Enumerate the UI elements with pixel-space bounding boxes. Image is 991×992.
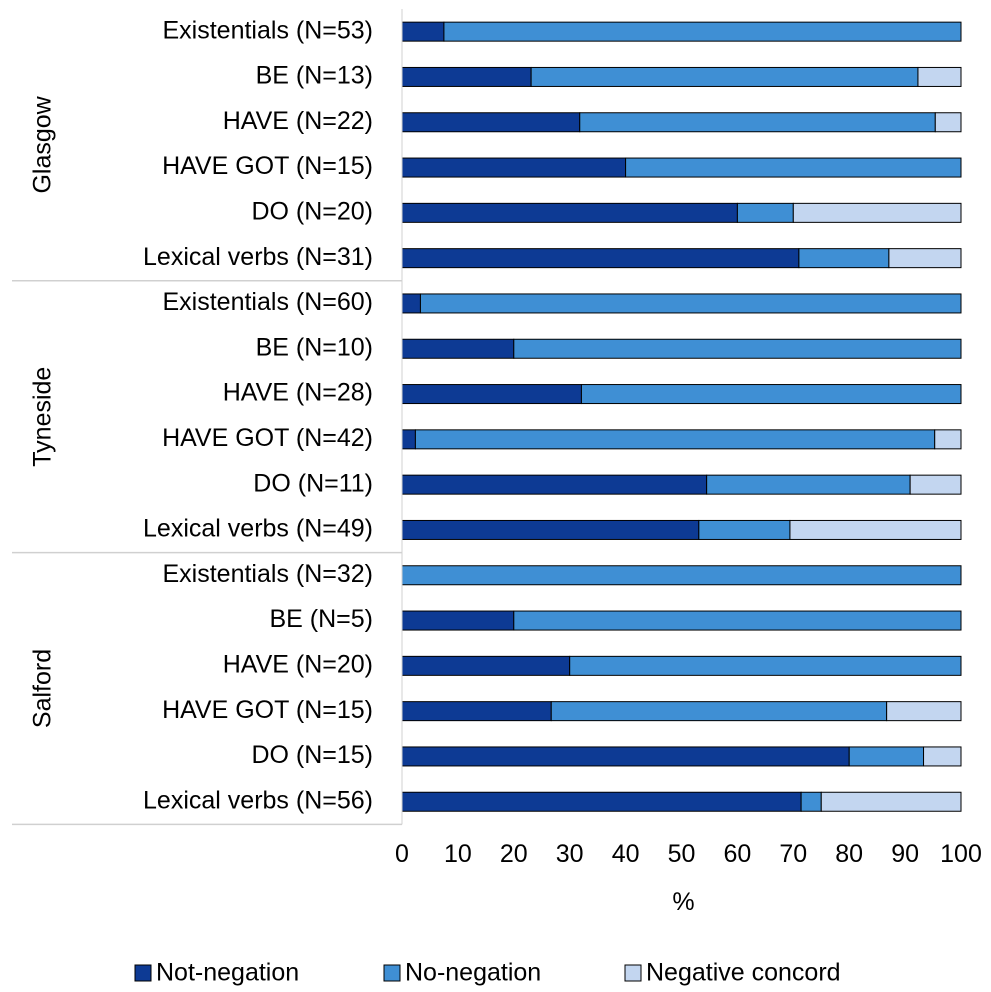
category-label: Existentials (N=53) — [163, 16, 374, 44]
category-label: Lexical verbs (N=56) — [143, 786, 373, 814]
bar-segment-no-negation — [570, 656, 961, 675]
bar-segment-no-negation — [551, 702, 886, 721]
bar-segment-no-negation — [420, 294, 961, 313]
bar-segment-no-negation — [849, 747, 923, 766]
bar-segment-negative-concord — [935, 113, 961, 132]
legend-swatch-negative-concord — [625, 965, 641, 981]
bar-segment-no-negation — [801, 792, 821, 811]
bar-segment-not-negation — [402, 22, 444, 41]
bar-segment-not-negation — [402, 67, 531, 86]
x-tick-label: 0 — [395, 840, 409, 868]
category-label: HAVE (N=28) — [223, 379, 373, 407]
bar-segment-no-negation — [581, 385, 961, 404]
category-label: HAVE GOT (N=42) — [162, 424, 373, 452]
bar-segment-not-negation — [402, 656, 570, 675]
x-tick-label: 60 — [723, 840, 751, 868]
bar-segment-no-negation — [531, 67, 918, 86]
category-label: Existentials (N=32) — [163, 560, 374, 588]
group-label-tyneside: Tyneside — [29, 367, 57, 467]
legend-label: No-negation — [405, 959, 541, 987]
bar-segment-no-negation — [415, 430, 934, 449]
bar-segment-no-negation — [580, 113, 936, 132]
x-tick-label: 40 — [612, 840, 640, 868]
bar-segment-no-negation — [799, 249, 889, 268]
legend-swatch-not-negation — [135, 965, 151, 981]
category-label: DO (N=11) — [253, 469, 373, 497]
bar-segment-negative-concord — [918, 67, 961, 86]
bar-segment-not-negation — [402, 611, 514, 630]
bar-segment-not-negation — [402, 747, 849, 766]
x-tick-label: 50 — [668, 840, 696, 868]
bar-segment-negative-concord — [889, 249, 961, 268]
x-tick-label: 80 — [835, 840, 863, 868]
category-label: DO (N=15) — [251, 741, 373, 769]
bar-segment-not-negation — [402, 339, 514, 358]
group-label-salford: Salford — [29, 649, 57, 728]
bar-segment-no-negation — [699, 520, 790, 539]
bar-segment-not-negation — [402, 294, 420, 313]
x-axis-label: % — [672, 888, 694, 916]
bar-segment-not-negation — [402, 203, 737, 222]
bar-segment-no-negation — [444, 22, 961, 41]
bar-segment-no-negation — [737, 203, 793, 222]
x-tick-label: 100 — [940, 840, 982, 868]
bar-segment-negative-concord — [924, 747, 961, 766]
bar-segment-not-negation — [402, 158, 626, 177]
legend-label: Negative concord — [646, 959, 841, 987]
category-label: Existentials (N=60) — [163, 288, 374, 316]
group-label-glasgow: Glasgow — [29, 95, 57, 193]
bar-segment-not-negation — [402, 792, 801, 811]
bar-segment-negative-concord — [790, 520, 961, 539]
x-tick-label: 90 — [891, 840, 919, 868]
bar-segment-not-negation — [402, 113, 580, 132]
category-label: Lexical verbs (N=31) — [143, 243, 373, 271]
bar-segment-not-negation — [402, 249, 799, 268]
bar-segment-negative-concord — [935, 430, 961, 449]
bar-segment-negative-concord — [821, 792, 961, 811]
bar-segment-negative-concord — [793, 203, 961, 222]
category-label: HAVE GOT (N=15) — [162, 152, 373, 180]
bar-segment-no-negation — [514, 611, 961, 630]
x-tick-label: 70 — [779, 840, 807, 868]
bar-segment-negative-concord — [887, 702, 961, 721]
bar-segment-not-negation — [402, 385, 581, 404]
x-tick-label: 20 — [500, 840, 528, 868]
bar-segment-not-negation — [402, 520, 699, 539]
bar-segment-not-negation — [402, 430, 415, 449]
x-tick-label: 30 — [556, 840, 584, 868]
category-label: BE (N=5) — [269, 605, 373, 633]
bar-segment-no-negation — [626, 158, 961, 177]
category-label: DO (N=20) — [251, 197, 373, 225]
bar-segment-not-negation — [402, 475, 707, 494]
category-label: HAVE GOT (N=15) — [162, 696, 373, 724]
category-label: HAVE (N=22) — [223, 107, 373, 135]
bar-segment-negative-concord — [910, 475, 961, 494]
bar-segment-no-negation — [707, 475, 910, 494]
bar-segment-no-negation — [402, 566, 961, 585]
category-label: Lexical verbs (N=49) — [143, 515, 373, 543]
legend-swatch-no-negation — [384, 965, 400, 981]
x-tick-label: 10 — [444, 840, 472, 868]
category-label: BE (N=10) — [256, 333, 373, 361]
category-label: BE (N=13) — [256, 62, 373, 90]
bar-segment-not-negation — [402, 702, 551, 721]
legend-label: Not-negation — [156, 959, 299, 987]
category-label: HAVE (N=20) — [223, 650, 373, 678]
bar-segment-no-negation — [514, 339, 961, 358]
